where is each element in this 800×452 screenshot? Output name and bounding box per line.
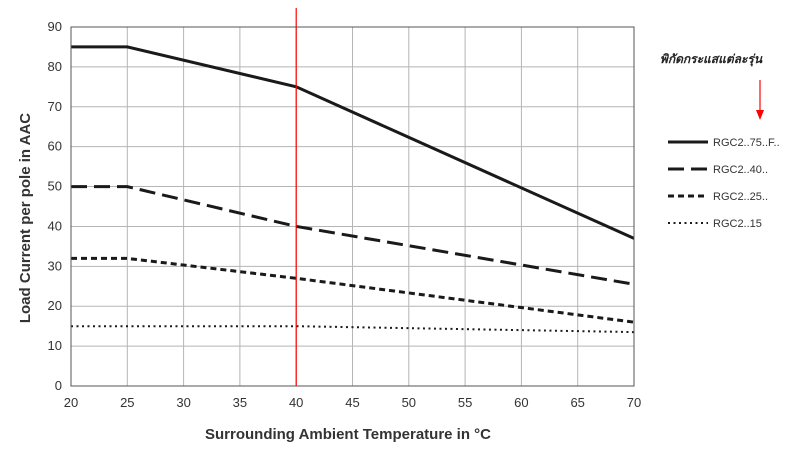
x-tick-label: 50 — [402, 395, 416, 410]
legend-label-2: RGC2..40.. — [713, 164, 768, 176]
y-tick-label: 0 — [55, 378, 62, 393]
y-tick-label: 90 — [48, 19, 62, 34]
x-tick-label: 25 — [120, 395, 134, 410]
legend-label-1: RGC2..75..F.. — [713, 137, 780, 149]
series-lines — [71, 45, 635, 334]
y-tick-label: 80 — [48, 59, 62, 74]
legend: RGC2..75..F.. RGC2..40.. RGC2..25.. RGC2..1… — [668, 137, 780, 230]
x-tick-label: 35 — [233, 395, 247, 410]
series-line-3 — [71, 256, 635, 324]
x-tick-label: 60 — [514, 395, 528, 410]
series-line-1 — [71, 45, 635, 240]
y-tick-label: 70 — [48, 99, 62, 114]
x-tick-label: 20 — [64, 395, 78, 410]
x-tick-label: 55 — [458, 395, 472, 410]
grid — [70, 26, 635, 387]
y-tick-label: 30 — [48, 258, 62, 273]
series-line-4 — [71, 325, 635, 334]
y-axis-title: Load Current per pole in AAC — [17, 113, 34, 323]
x-tick-label: 70 — [627, 395, 641, 410]
plot-frame — [70, 26, 635, 387]
y-tick-label: 60 — [48, 139, 62, 154]
annotation-text: พิกัดกระแสแต่ละรุ่น — [660, 52, 763, 67]
annotation-arrow — [756, 80, 764, 120]
y-tick-label: 50 — [48, 179, 62, 194]
y-tick-label: 10 — [48, 338, 62, 353]
legend-label-3: RGC2..25.. — [713, 191, 768, 203]
x-tick-label: 40 — [289, 395, 303, 410]
legend-label-4: RGC2..15 — [713, 218, 762, 230]
y-tick-labels: 0 10 20 30 40 50 60 70 80 90 — [48, 19, 62, 393]
x-tick-label: 65 — [570, 395, 584, 410]
x-tick-label: 45 — [345, 395, 359, 410]
series-line-2 — [71, 185, 635, 286]
x-tick-label: 30 — [176, 395, 190, 410]
y-tick-label: 40 — [48, 218, 62, 233]
y-tick-label: 20 — [48, 298, 62, 313]
x-axis-title: Surrounding Ambient Temperature in °C — [205, 426, 491, 443]
x-tick-labels: 20 25 30 35 40 45 50 55 60 65 70 — [64, 395, 641, 410]
